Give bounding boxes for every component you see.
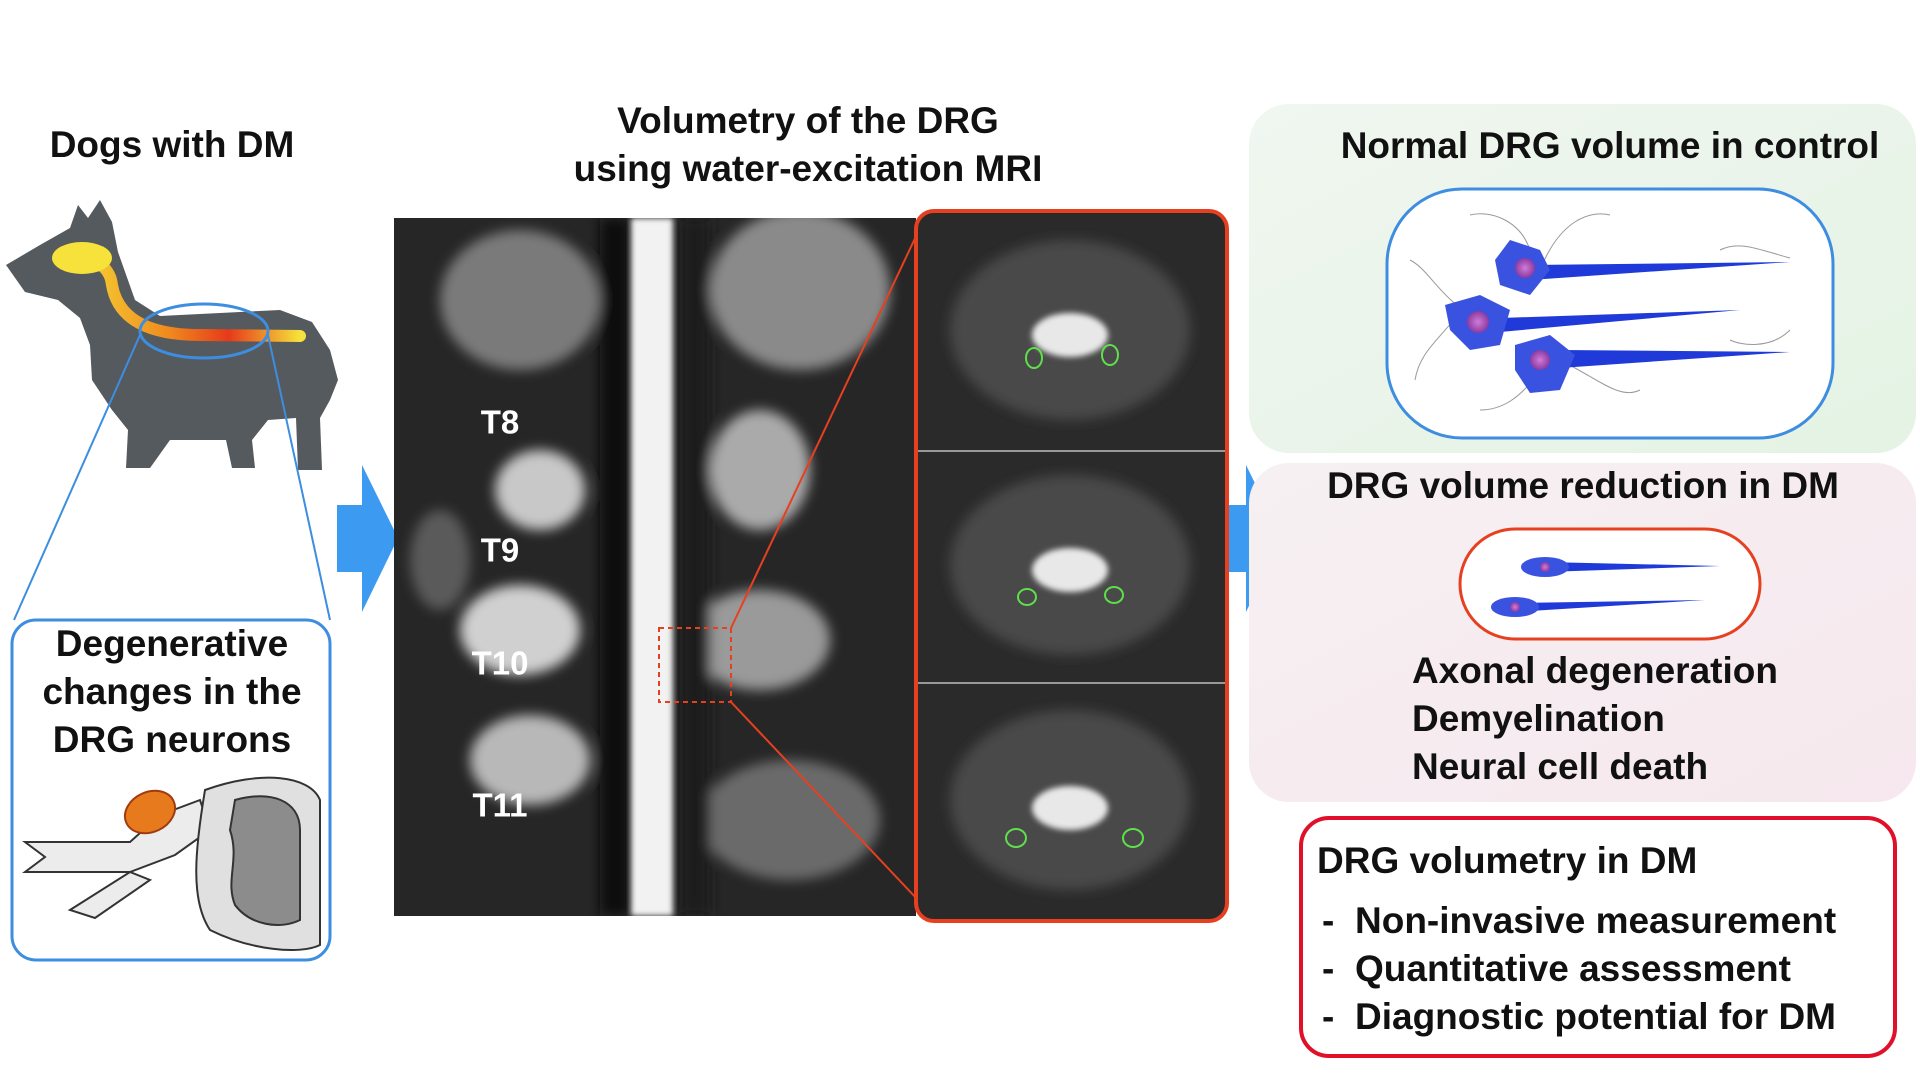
vertebra-label: T10 [472, 645, 529, 682]
left-title: Dogs with DM [50, 124, 295, 165]
axial-frame [914, 209, 1229, 923]
box-line: Degenerative [56, 623, 288, 664]
dm-title: DRG volume reduction in DM [1327, 465, 1839, 506]
arrow [337, 465, 398, 612]
vertebra-label: T11 [472, 787, 527, 824]
box-line: DRG neurons [53, 719, 291, 760]
control-capsule [1385, 187, 1835, 440]
center-title: Volumetry of the DRG [617, 100, 999, 141]
sagittal-mri [394, 218, 916, 916]
dog-illustration [6, 200, 338, 621]
vertebra-label: T8 [481, 404, 520, 441]
summary-bullet: Diagnostic potential for DM [1355, 996, 1836, 1037]
dm-finding: Demyelination [1412, 698, 1665, 739]
bullet-marker: - [1322, 996, 1334, 1037]
drg-illustration [22, 776, 321, 951]
dm-finding: Neural cell death [1412, 746, 1708, 787]
zoom-line [730, 231, 919, 629]
summary-box [1299, 816, 1897, 1058]
axial-mri [916, 211, 1227, 921]
bullet-marker: - [1322, 900, 1334, 941]
center-title: using water-excitation MRI [574, 148, 1043, 189]
normal-neurons [1409, 213, 1791, 411]
reduced-neurons [1491, 557, 1720, 617]
summary-title: DRG volumetry in DM [1317, 840, 1697, 881]
dm-finding: Axonal degeneration [1412, 650, 1778, 691]
bullet-marker: - [1322, 948, 1334, 989]
control-title: Normal DRG volume in control [1341, 125, 1880, 166]
vertebra-label: T9 [481, 532, 520, 569]
zoom-line [730, 701, 919, 901]
summary-bullet: Quantitative assessment [1355, 948, 1791, 989]
dm-capsule [1458, 527, 1762, 641]
summary-bullet: Non-invasive measurement [1355, 900, 1836, 941]
roi-box [658, 627, 732, 703]
box-line: changes in the [42, 671, 301, 712]
